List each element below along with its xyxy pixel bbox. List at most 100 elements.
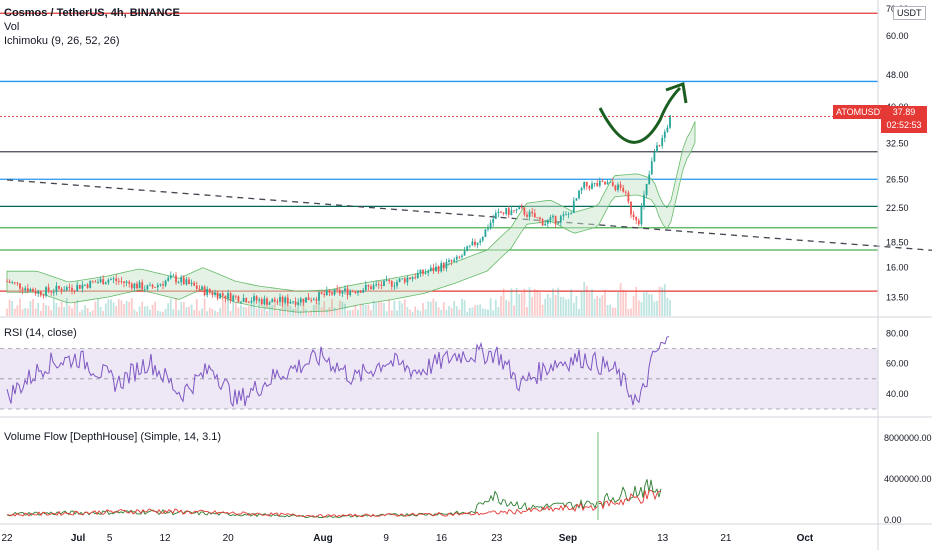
rsi-indicator-label[interactable]: RSI (14, close) <box>4 327 77 339</box>
volume-bar <box>320 307 323 316</box>
volume-bar <box>302 299 305 316</box>
candle-body <box>115 278 118 281</box>
vol-indicator-label[interactable]: Vol <box>4 21 20 33</box>
candle-body <box>47 287 50 292</box>
volume-bar <box>385 311 388 316</box>
candle-body <box>263 298 266 305</box>
candle-body <box>34 291 37 294</box>
volume-bar <box>562 296 565 316</box>
volume-bar <box>292 308 294 316</box>
candle-body <box>536 217 539 219</box>
candle-body <box>221 293 224 296</box>
volume-bar <box>84 305 86 316</box>
volume-bar <box>619 282 622 316</box>
volume-bar <box>286 303 289 316</box>
candle-body <box>650 161 653 175</box>
candle-body <box>219 293 222 299</box>
candle-body <box>448 260 450 262</box>
candle-body <box>320 292 323 294</box>
volume-bar <box>81 309 84 316</box>
volume-bar <box>351 309 354 316</box>
volume-bar <box>474 305 476 316</box>
candle-body <box>390 281 393 287</box>
candle-body <box>13 282 16 284</box>
volume-bar <box>331 299 333 316</box>
volume-flow-indicator-label[interactable]: Volume Flow [DepthHouse] (Simple, 14, 3.… <box>4 431 222 443</box>
volume-bar <box>284 300 287 316</box>
candle-body <box>476 242 479 245</box>
candle-body <box>666 127 669 132</box>
volume-bar <box>273 300 276 316</box>
bar-countdown: 02:52:53 <box>886 120 922 130</box>
volume-bar <box>544 298 547 316</box>
volume-bar <box>455 306 458 316</box>
volume-bar <box>507 301 510 316</box>
volume-bar <box>55 303 58 316</box>
candle-body <box>359 290 362 293</box>
candle-body <box>336 289 339 290</box>
candle-body <box>273 299 276 302</box>
candle-body <box>29 289 32 292</box>
volume-bar <box>448 306 450 316</box>
volume-bar <box>450 307 453 316</box>
candle-body <box>156 285 159 288</box>
candle-body <box>19 283 21 289</box>
candle-body <box>383 280 385 286</box>
candle-body <box>227 293 229 299</box>
volume-flow-axis-tick: 0.00 <box>884 515 902 525</box>
volume-bar <box>588 292 591 316</box>
candle-body <box>544 223 547 226</box>
volume-bar <box>159 311 162 316</box>
candle-body <box>211 292 214 296</box>
time-axis-tick: 13 <box>657 533 669 544</box>
volume-bar <box>37 302 40 316</box>
candle-body <box>65 287 68 291</box>
candle-body <box>648 174 651 184</box>
volume-bar <box>232 298 235 316</box>
volume-bar <box>630 308 632 316</box>
volume-bar <box>34 308 37 316</box>
candle-body <box>583 181 586 189</box>
volume-bar <box>172 309 175 316</box>
volume-bar <box>188 306 190 316</box>
volume-bar <box>175 298 177 316</box>
volume-bar <box>627 308 630 316</box>
candle-body <box>565 214 567 216</box>
candle-body <box>370 286 372 290</box>
volume-bar <box>375 302 378 316</box>
volume-bar <box>528 287 531 316</box>
volume-bar <box>151 304 154 316</box>
candle-body <box>146 285 149 290</box>
volume-bar <box>461 298 463 316</box>
volume-bar <box>164 308 167 316</box>
volume-bar <box>71 308 73 316</box>
ichimoku-indicator-label[interactable]: Ichimoku (9, 26, 52, 26) <box>4 35 120 47</box>
volume-bar <box>357 309 359 316</box>
candle-body <box>468 245 471 247</box>
volume-bar <box>526 307 528 316</box>
volume-bar <box>458 309 461 316</box>
candle-body <box>349 290 352 296</box>
candle-body <box>89 280 92 288</box>
time-axis-tick: Sep <box>559 533 577 544</box>
candle-body <box>245 297 248 303</box>
volume-bar <box>377 301 380 316</box>
volume-bar <box>328 307 331 316</box>
currency-button[interactable]: USDT <box>893 6 926 20</box>
volume-bar <box>510 288 513 316</box>
volume-bar <box>593 298 596 316</box>
volume-bar <box>190 304 193 316</box>
candle-body <box>643 194 645 207</box>
symbol-title[interactable]: Cosmos / TetherUS, 4h, BINANCE <box>4 7 180 19</box>
volume-bar <box>206 311 209 316</box>
volume-bar <box>515 287 518 316</box>
candle-body <box>416 273 419 278</box>
candle-body <box>307 297 310 301</box>
price-axis-tick: 22.50 <box>886 203 909 213</box>
candle-body <box>601 180 604 182</box>
ichimoku-cloud <box>6 121 696 313</box>
volume-bar <box>344 303 346 316</box>
volume-bar <box>224 298 227 316</box>
volume-bar <box>609 304 612 316</box>
